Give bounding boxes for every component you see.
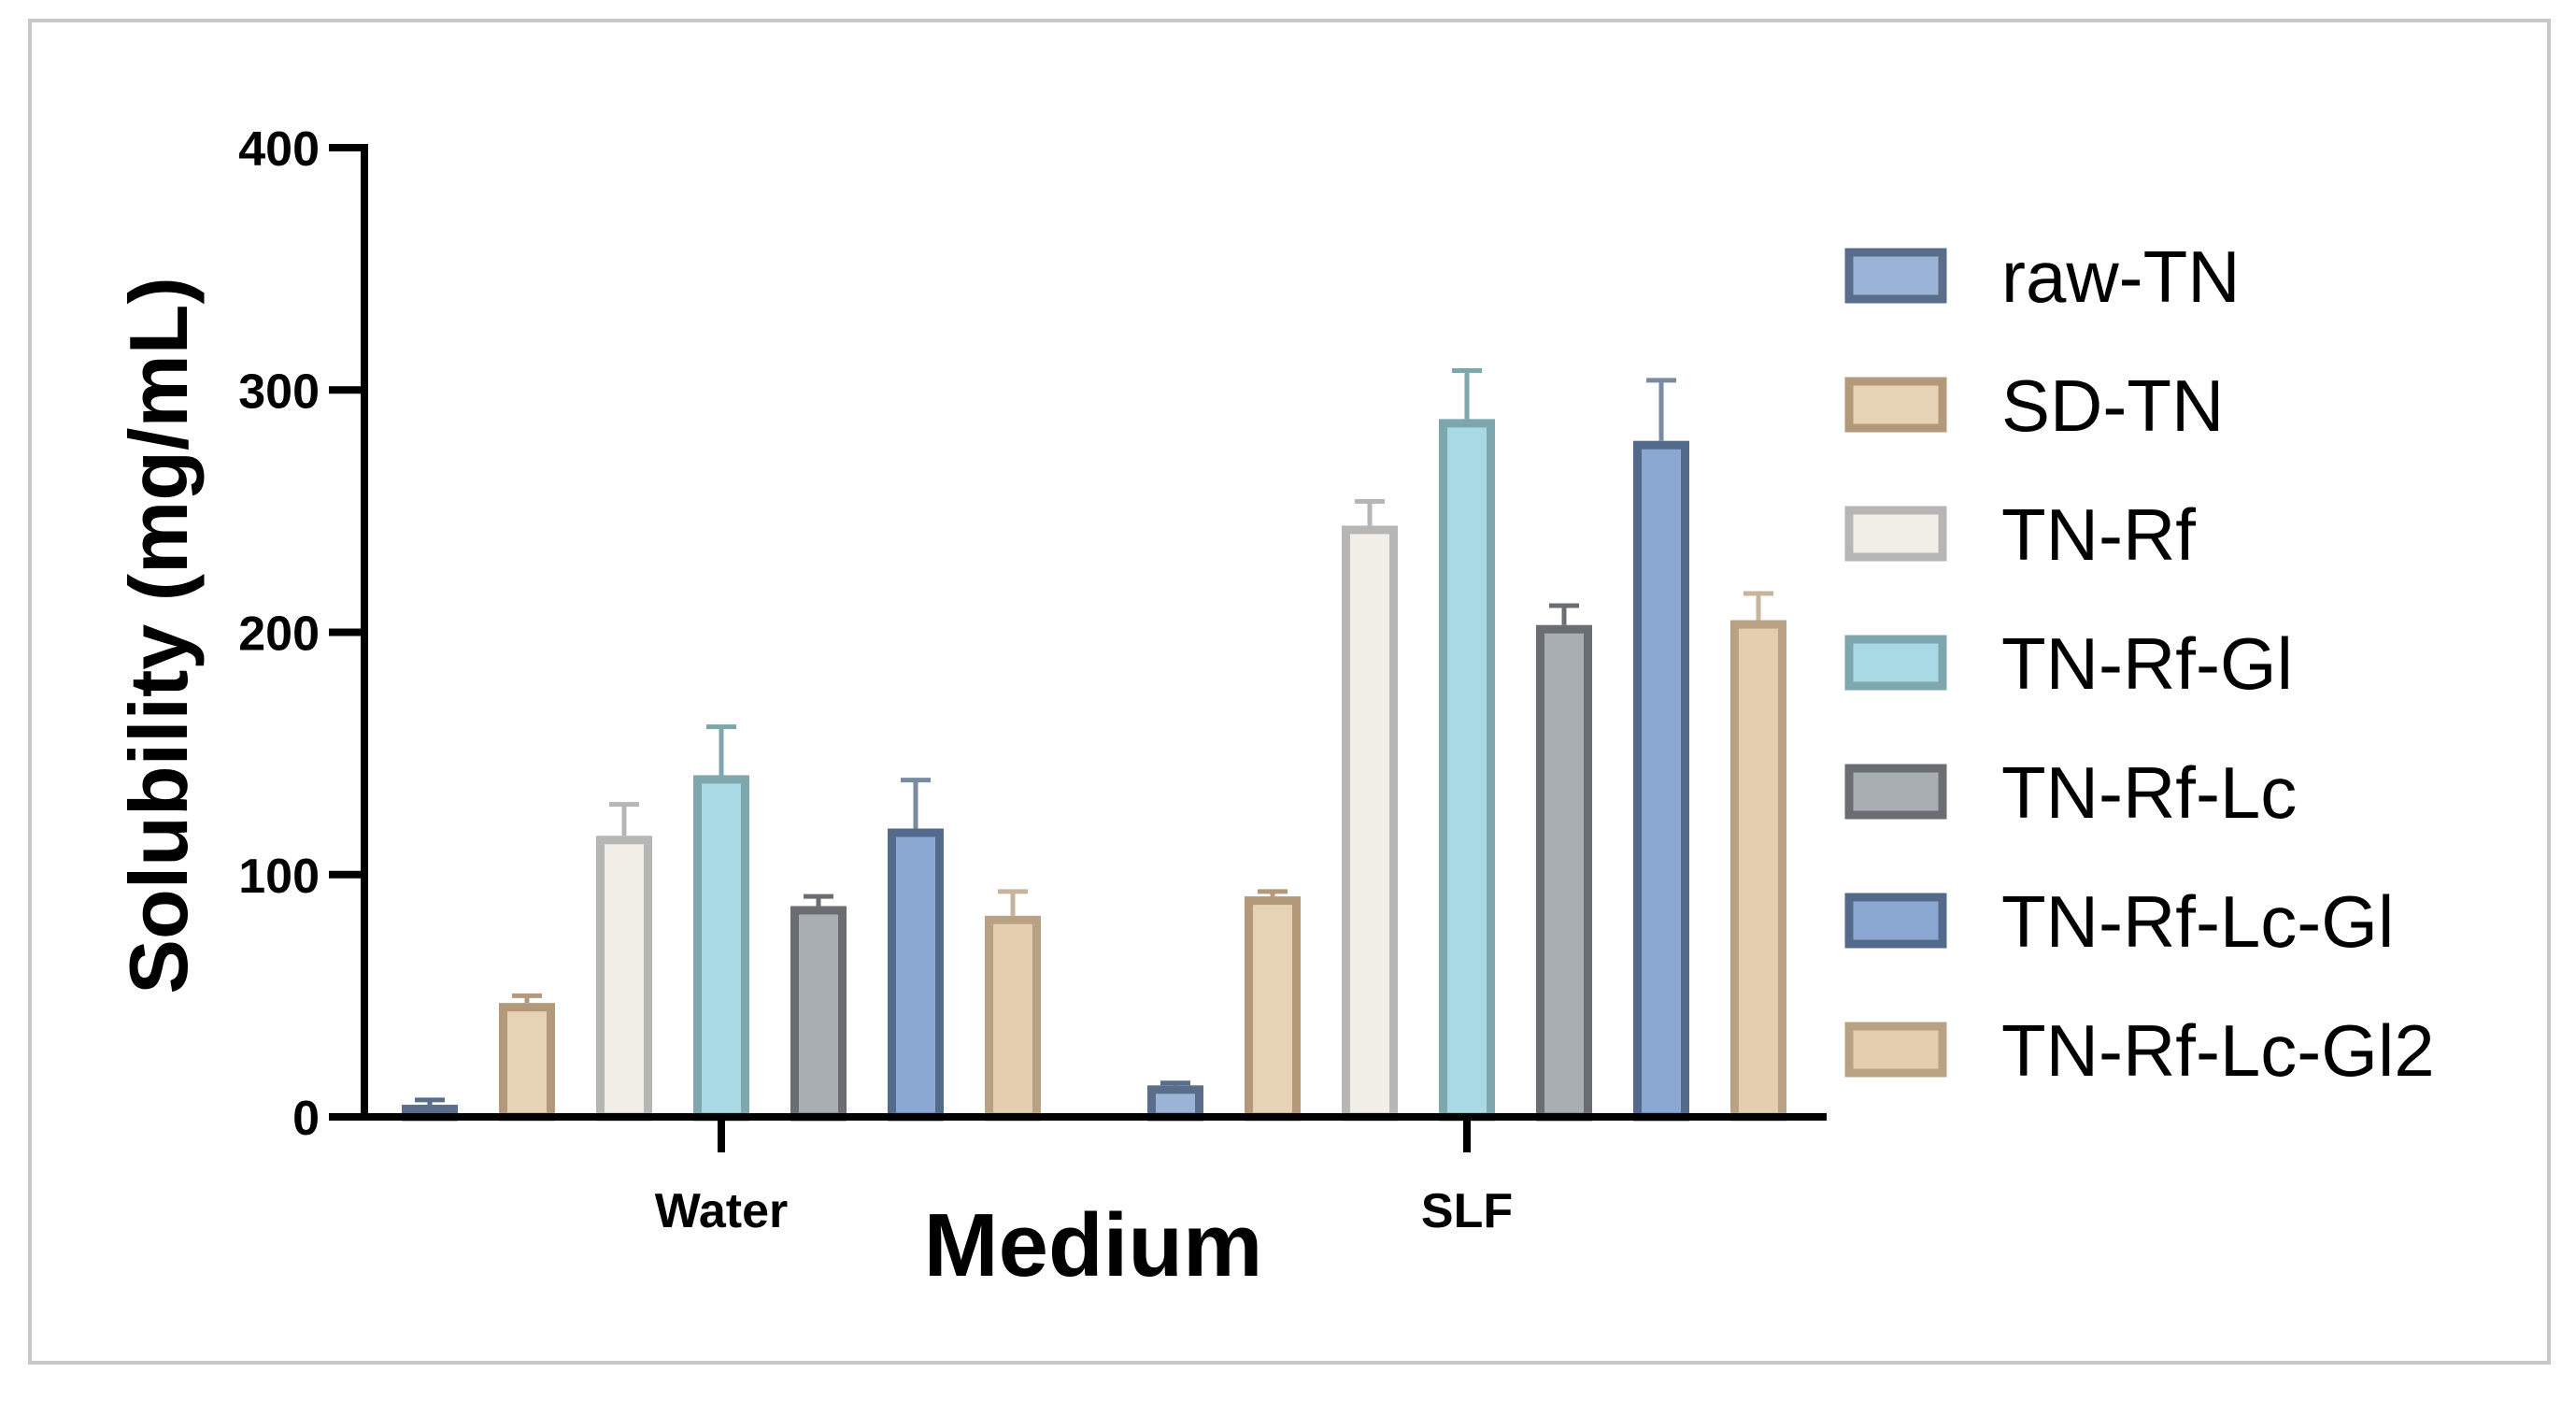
y-ticks-group: 0 100 200 300 400 xyxy=(238,122,364,1146)
legend: raw-TN SD-TN TN-Rf TN-Rf-Gl TN-Rf-Lc TN-Rf-Lc… xyxy=(1844,236,2435,1092)
legend-label-tn-rf: TN-Rf xyxy=(2001,493,2196,576)
legend-swatch-tn-rf-lc-gl xyxy=(1844,893,1947,949)
legend-label-raw-tn: raw-TN xyxy=(2001,236,2241,318)
bar-tn-rf-lc-slf xyxy=(1536,624,1592,1122)
error-bars-group xyxy=(415,368,1773,1106)
bar-tn-rf-lc-gl2-slf xyxy=(1730,620,1786,1122)
legend-swatch-tn-rf-gl xyxy=(1844,635,1947,691)
legend-swatch-tn-rf-lc xyxy=(1844,764,1947,820)
legend-label-tn-rf-lc-gl: TN-Rf-Lc-Gl xyxy=(2001,880,2394,963)
y-tick-label-0: 0 xyxy=(292,1092,320,1146)
y-axis-title: Solubility (mg/mL) xyxy=(112,277,205,994)
legend-swatch-tn-rf-lc-gl2 xyxy=(1844,1022,1947,1078)
x-ticks-group: Water SLF xyxy=(655,1117,1513,1238)
bar-tn-rf-lc-water xyxy=(790,906,847,1122)
bars-group xyxy=(402,419,1786,1122)
x-tick-label-slf: SLF xyxy=(1421,1184,1513,1238)
legend-label-tn-rf-lc-gl2: TN-Rf-Lc-Gl2 xyxy=(2001,1009,2435,1092)
legend-swatch-tn-rf xyxy=(1844,506,1947,562)
bar-raw-tn-slf xyxy=(1147,1085,1203,1122)
figure-frame xyxy=(28,19,2551,1365)
x-tick-label-water: Water xyxy=(655,1184,789,1238)
bar-sd-tn-slf xyxy=(1245,896,1301,1122)
bar-sd-tn-water xyxy=(499,1003,555,1122)
legend-label-tn-rf-gl: TN-Rf-Gl xyxy=(2001,622,2293,705)
bar-tn-rf-gl-slf xyxy=(1439,419,1495,1122)
y-tick-label-300: 300 xyxy=(238,365,320,419)
y-tick-label-100: 100 xyxy=(238,850,320,904)
legend-swatch-sd-tn xyxy=(1844,377,1947,433)
bar-tn-rf-slf xyxy=(1342,525,1398,1122)
y-tick-label-400: 400 xyxy=(238,122,320,177)
bar-tn-rf-gl-water xyxy=(693,775,749,1122)
bar-tn-rf-lc-gl2-water xyxy=(985,915,1041,1122)
bar-tn-rf-lc-gl-slf xyxy=(1633,440,1689,1122)
bar-tn-rf-water xyxy=(596,836,652,1122)
legend-label-sd-tn: SD-TN xyxy=(2001,365,2224,447)
x-axis-title: Medium xyxy=(924,1195,1263,1295)
y-tick-label-200: 200 xyxy=(238,608,320,662)
legend-label-tn-rf-lc: TN-Rf-Lc xyxy=(2001,751,2297,834)
bar-tn-rf-lc-gl-water xyxy=(888,828,944,1122)
legend-swatch-raw-tn xyxy=(1844,248,1947,304)
axes-group xyxy=(361,144,1827,1121)
